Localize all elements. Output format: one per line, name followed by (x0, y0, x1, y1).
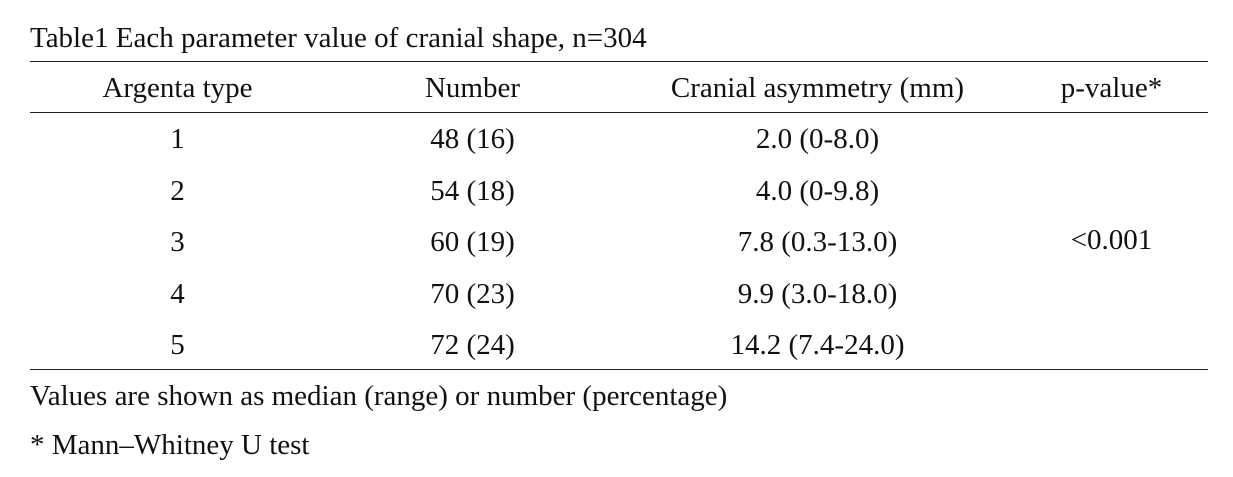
cell-number: 72 (24) (430, 329, 515, 361)
table-top-rule (30, 61, 1208, 62)
cell-p-value: <0.001 (1070, 224, 1153, 256)
cell-type: 4 (170, 278, 185, 310)
cell-type: 2 (170, 175, 185, 207)
cell-number: 70 (23) (430, 278, 515, 310)
header-cranial-asymmetry: Cranial asymmetry (mm) (670, 72, 965, 104)
table-footnote-values: Values are shown as median (range) or nu… (30, 380, 728, 412)
cell-type: 5 (170, 329, 185, 361)
table-caption: Table1 Each parameter value of cranial s… (30, 22, 647, 54)
cell-number: 54 (18) (430, 175, 515, 207)
cell-asymmetry: 7.8 (0.3-13.0) (737, 226, 898, 258)
header-argenta-type: Argenta type (102, 72, 253, 104)
cell-asymmetry: 2.0 (0-8.0) (755, 123, 880, 155)
cell-asymmetry: 14.2 (7.4-24.0) (730, 329, 905, 361)
cell-asymmetry: 4.0 (0-9.8) (755, 175, 880, 207)
header-p-value: p-value* (1060, 72, 1163, 104)
cell-asymmetry: 9.9 (3.0-18.0) (737, 278, 898, 310)
cell-type: 1 (170, 123, 185, 155)
header-number: Number (424, 72, 521, 104)
cell-number: 60 (19) (430, 226, 515, 258)
table-header-rule (30, 112, 1208, 113)
cell-type: 3 (170, 226, 185, 258)
cell-number: 48 (16) (430, 123, 515, 155)
table-bottom-rule (30, 369, 1208, 370)
table-footnote-test: * Mann–Whitney U test (30, 429, 310, 461)
